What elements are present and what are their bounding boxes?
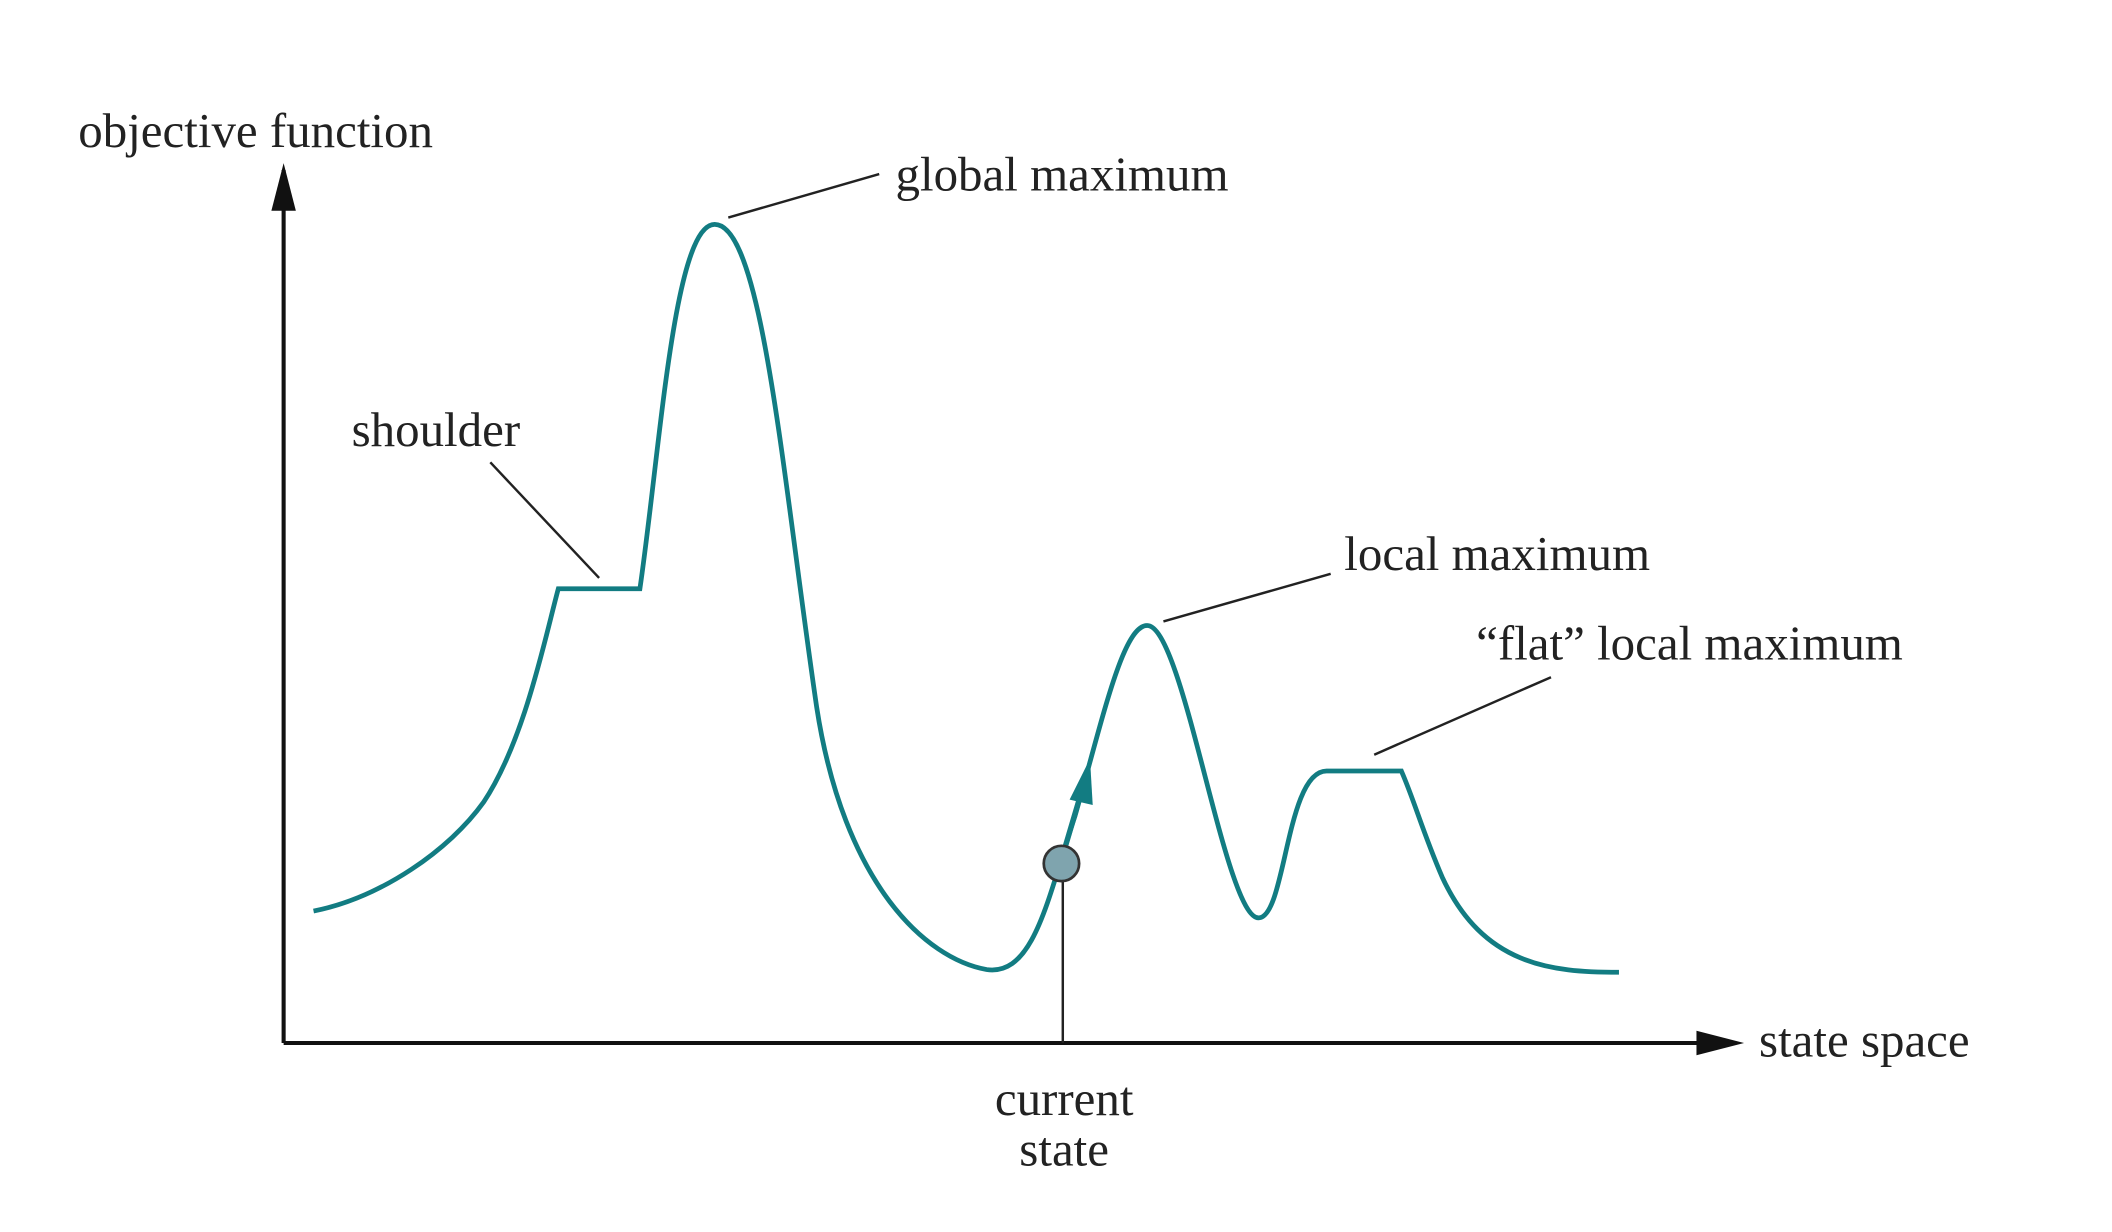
current-state-dot	[1042, 844, 1081, 883]
current-state-label: current	[995, 1071, 1134, 1126]
x-axis-label: state space	[1759, 1013, 1970, 1068]
leader-local	[1163, 572, 1332, 623]
shoulder-label: shoulder	[352, 402, 521, 457]
move-arrowhead	[1069, 758, 1093, 806]
leader-global	[727, 172, 880, 219]
leader-flat	[1373, 676, 1552, 756]
global-max-label: global maximum	[896, 146, 1229, 201]
y-axis-label: objective function	[78, 103, 433, 158]
x-arrowhead	[1696, 1030, 1745, 1056]
current-state-label: state	[1019, 1121, 1109, 1176]
landscape-curve	[313, 221, 1619, 975]
leader-shoulder	[489, 461, 600, 579]
axes	[271, 163, 1745, 1056]
leader-lines	[489, 172, 1552, 756]
y-arrowhead	[271, 163, 296, 211]
local-max-label: local maximum	[1344, 526, 1650, 581]
flat-max-label: “flat” local maximum	[1476, 616, 1903, 671]
